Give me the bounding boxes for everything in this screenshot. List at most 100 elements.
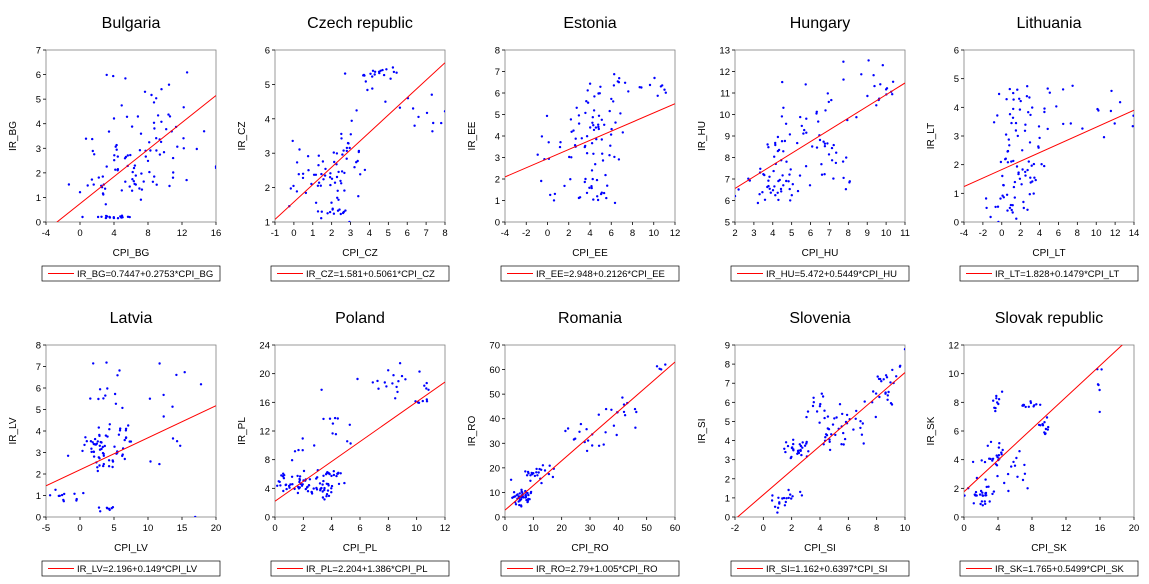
data-point [549, 193, 552, 197]
data-point [876, 375, 879, 378]
data-point [314, 173, 318, 176]
data-point [353, 166, 356, 169]
data-point [342, 149, 345, 152]
data-point [312, 487, 315, 490]
data-point [584, 144, 587, 148]
data-point [116, 169, 119, 172]
data-point [339, 472, 342, 475]
data-point [785, 497, 788, 500]
data-point [780, 190, 783, 193]
data-point [149, 460, 152, 463]
data-point [1113, 122, 1116, 125]
data-point [159, 140, 163, 144]
y-tick-label: 7 [725, 175, 730, 186]
data-point [343, 171, 346, 175]
data-point [108, 428, 111, 431]
data-point [782, 106, 785, 110]
data-point [791, 495, 794, 498]
data-point [91, 441, 94, 444]
data-point [86, 184, 89, 187]
data-point [1039, 403, 1042, 406]
data-point [880, 380, 883, 383]
data-point [842, 78, 845, 81]
y-tick-label: 6 [725, 398, 730, 409]
data-point [784, 500, 787, 504]
data-point [320, 486, 323, 490]
data-point [291, 139, 294, 143]
data-point [797, 449, 800, 452]
data-point [529, 474, 532, 477]
data-point [518, 492, 521, 495]
data-point [298, 148, 301, 151]
data-point [57, 494, 60, 498]
data-point [540, 135, 544, 138]
data-point [148, 397, 152, 400]
data-point [146, 159, 150, 163]
x-axis-label: CPI_CZ [342, 248, 378, 259]
data-point [333, 416, 337, 420]
data-point [574, 137, 577, 140]
data-point [553, 192, 557, 196]
data-point [593, 95, 596, 98]
data-point [778, 501, 781, 504]
data-point [411, 107, 415, 110]
y-tick-label: 12 [948, 341, 959, 352]
data-point [108, 423, 112, 426]
data-point [321, 490, 324, 493]
data-point [509, 478, 513, 481]
data-point [592, 198, 595, 201]
regression-line [56, 95, 216, 222]
data-point [832, 143, 835, 147]
data-point [107, 465, 111, 468]
data-point [834, 433, 837, 437]
data-point [577, 196, 581, 200]
data-point [149, 149, 152, 152]
data-point [425, 387, 428, 390]
data-point [327, 484, 330, 487]
x-tick-label: 0 [291, 228, 296, 239]
legend-label: IR_RO=2.79+1.005*CPI_RO [536, 564, 657, 575]
data-point [591, 177, 594, 181]
data-point [538, 467, 541, 471]
panel-title: Hungary [790, 15, 850, 32]
y-tick-label: 8 [725, 153, 730, 164]
data-point [808, 184, 812, 187]
data-point [827, 100, 830, 104]
data-point [822, 140, 825, 143]
data-point [1012, 91, 1015, 95]
data-point [872, 74, 875, 77]
data-point [569, 118, 573, 121]
data-point [788, 133, 792, 136]
data-point [820, 173, 824, 176]
plot-frame [734, 344, 906, 518]
data-point [364, 80, 367, 83]
data-point [600, 118, 603, 122]
data-point [1033, 176, 1036, 179]
data-point [584, 177, 587, 181]
data-point [387, 369, 390, 372]
legend-label: IR_CZ=1.581+0.5061*CPI_CZ [306, 269, 435, 280]
data-point [118, 429, 122, 432]
data-point [605, 196, 608, 200]
data-point [789, 168, 792, 171]
data-point [158, 362, 161, 365]
data-point [790, 194, 793, 197]
data-point [597, 444, 601, 447]
data-point [774, 141, 777, 145]
y-tick-label: 4 [725, 436, 730, 447]
data-point [545, 114, 549, 118]
data-point [1012, 159, 1015, 163]
data-point [827, 153, 831, 156]
y-tick-label: 4 [36, 119, 41, 130]
data-point [1014, 129, 1018, 132]
y-tick-label: 7 [36, 46, 41, 57]
data-point [1008, 206, 1012, 210]
data-point [392, 374, 395, 377]
data-point [602, 191, 606, 195]
data-point [595, 138, 598, 141]
data-point [322, 474, 325, 477]
data-point [298, 477, 301, 481]
data-point [796, 452, 799, 455]
x-tick-label: 11 [900, 228, 910, 239]
x-tick-label: -2 [979, 228, 987, 239]
